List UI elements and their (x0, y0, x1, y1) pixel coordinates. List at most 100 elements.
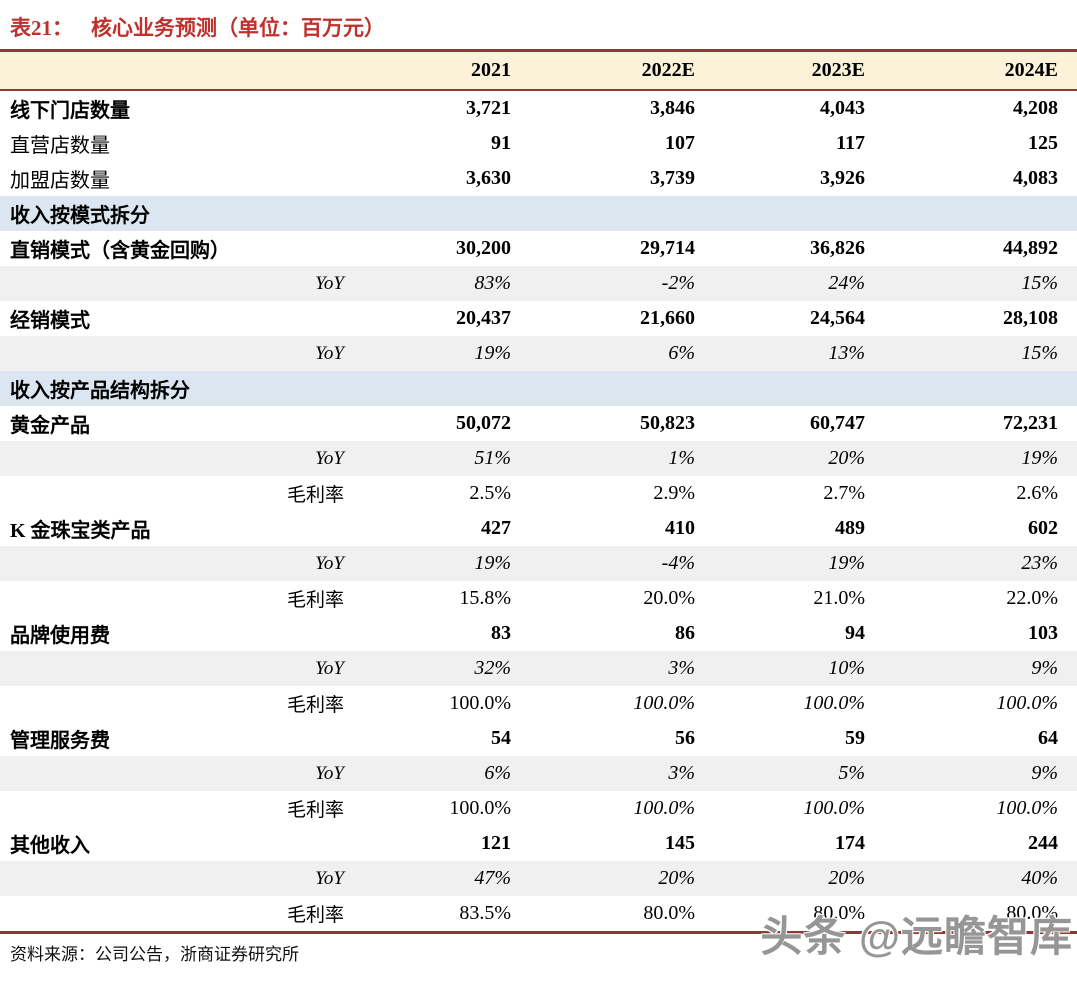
row-label: 品牌使用费 (10, 625, 110, 647)
row-label: 加盟店数量 (10, 170, 110, 192)
value-cell: 64 (1038, 727, 1058, 749)
value-cell: 121 (481, 832, 511, 854)
value-cell: 15.8% (459, 587, 511, 609)
value-cell: 602 (1028, 517, 1058, 539)
value-cell: 100.0% (996, 797, 1058, 819)
row-label: 管理服务费 (10, 730, 110, 752)
value-cell: 2.9% (653, 482, 695, 504)
value-cell: 100.0% (633, 797, 695, 819)
row-label: 其他收入 (10, 835, 90, 857)
value-cell: 60,747 (810, 412, 865, 434)
row-label: YoY (315, 447, 344, 469)
table-row: 线下门店数量 3,721 3,846 4,043 4,208 (0, 90, 1077, 126)
value-cell: 6% (484, 762, 511, 784)
value-cell: 489 (835, 517, 865, 539)
value-cell: -4% (661, 552, 695, 574)
table-row: 管理服务费 54 56 59 64 (0, 721, 1077, 756)
value-cell: 80.0% (813, 902, 865, 924)
value-cell: 54 (491, 727, 511, 749)
table-row: 毛利率 83.5% 80.0% 80.0% 80.0% (0, 896, 1077, 933)
row-label: 直销模式（含黄金回购） (10, 240, 230, 262)
row-label: 毛利率 (286, 695, 344, 716)
value-cell: 125 (1028, 132, 1058, 154)
value-cell: 36,826 (810, 237, 865, 259)
table-row: YoY 32% 3% 10% 9% (0, 651, 1077, 686)
value-cell: 20% (658, 867, 695, 889)
value-cell: 83 (491, 622, 511, 644)
section-label: 收入按模式拆分 (0, 196, 1077, 231)
table-row: YoY 83% -2% 24% 15% (0, 266, 1077, 301)
row-label: 经销模式 (10, 310, 90, 332)
table-row: 品牌使用费 83 86 94 103 (0, 616, 1077, 651)
value-cell: 5% (838, 762, 865, 784)
value-cell: 83% (474, 272, 511, 294)
value-cell: 9% (1031, 657, 1058, 679)
table-row: 黄金产品 50,072 50,823 60,747 72,231 (0, 406, 1077, 441)
value-cell: 103 (1028, 622, 1058, 644)
value-cell: 29,714 (640, 237, 695, 259)
year-header: 2022E (513, 50, 697, 91)
table-row: 直销模式（含黄金回购） 30,200 29,714 36,826 44,892 (0, 231, 1077, 266)
value-cell: 117 (836, 132, 865, 154)
value-cell: 6% (668, 342, 695, 364)
value-cell: 94 (845, 622, 865, 644)
forecast-table: 2021 2022E 2023E 2024E 线下门店数量 3,721 3,846 4,04… (0, 49, 1077, 934)
table-row: 直营店数量 91 107 117 125 (0, 126, 1077, 161)
value-cell: 15% (1021, 272, 1058, 294)
row-label: 毛利率 (286, 590, 344, 611)
table-row: 毛利率 100.0% 100.0% 100.0% 100.0% (0, 686, 1077, 721)
table-row: K 金珠宝类产品 427 410 489 602 (0, 511, 1077, 546)
table-number-label: 表21： (10, 16, 73, 40)
value-cell: 10% (828, 657, 865, 679)
value-cell: 2.5% (469, 482, 511, 504)
value-cell: 28,108 (1003, 307, 1058, 329)
value-cell: 24% (828, 272, 865, 294)
value-cell: 3,739 (650, 167, 695, 189)
row-label: 直营店数量 (10, 135, 110, 157)
row-label: YoY (315, 552, 344, 574)
value-cell: 30,200 (456, 237, 511, 259)
value-cell: 19% (828, 552, 865, 574)
table-title-text: 核心业务预测（单位：百万元） (91, 16, 385, 40)
year-header: 2021 (352, 50, 513, 91)
year-header: 2023E (697, 50, 867, 91)
table-row: YoY 19% -4% 19% 23% (0, 546, 1077, 581)
value-cell: 3,846 (650, 97, 695, 119)
value-cell: 3% (668, 762, 695, 784)
table-row: 经销模式 20,437 21,660 24,564 28,108 (0, 301, 1077, 336)
header-row: 2021 2022E 2023E 2024E (0, 50, 1077, 91)
value-cell: 19% (474, 342, 511, 364)
value-cell: 3,926 (820, 167, 865, 189)
value-cell: 4,083 (1013, 167, 1058, 189)
table-row: YoY 47% 20% 20% 40% (0, 861, 1077, 896)
value-cell: 1% (668, 447, 695, 469)
value-cell: 145 (665, 832, 695, 854)
value-cell: 44,892 (1003, 237, 1058, 259)
value-cell: 47% (474, 867, 511, 889)
source-note: 资料来源：公司公告，浙商证券研究所 (10, 945, 299, 964)
value-cell: 50,823 (640, 412, 695, 434)
row-label: YoY (315, 342, 344, 364)
value-cell: 3% (668, 657, 695, 679)
value-cell: 4,208 (1013, 97, 1058, 119)
value-cell: 21.0% (813, 587, 865, 609)
value-cell: 80.0% (1006, 902, 1058, 924)
value-cell: 13% (828, 342, 865, 364)
table-row: 毛利率 2.5% 2.9% 2.7% 2.6% (0, 476, 1077, 511)
row-label: YoY (315, 657, 344, 679)
row-label: YoY (315, 762, 344, 784)
value-cell: 56 (675, 727, 695, 749)
value-cell: 100.0% (449, 692, 511, 714)
value-cell: 51% (474, 447, 511, 469)
section-label: 收入按产品结构拆分 (0, 371, 1077, 406)
value-cell: 83.5% (459, 902, 511, 924)
value-cell: 2.6% (1016, 482, 1058, 504)
row-label: 线下门店数量 (10, 100, 130, 122)
section-row: 收入按产品结构拆分 (0, 371, 1077, 406)
value-cell: 24,564 (810, 307, 865, 329)
row-label: 毛利率 (286, 800, 344, 821)
value-cell: 244 (1028, 832, 1058, 854)
value-cell: 50,072 (456, 412, 511, 434)
value-cell: 19% (474, 552, 511, 574)
table-row: 其他收入 121 145 174 244 (0, 826, 1077, 861)
